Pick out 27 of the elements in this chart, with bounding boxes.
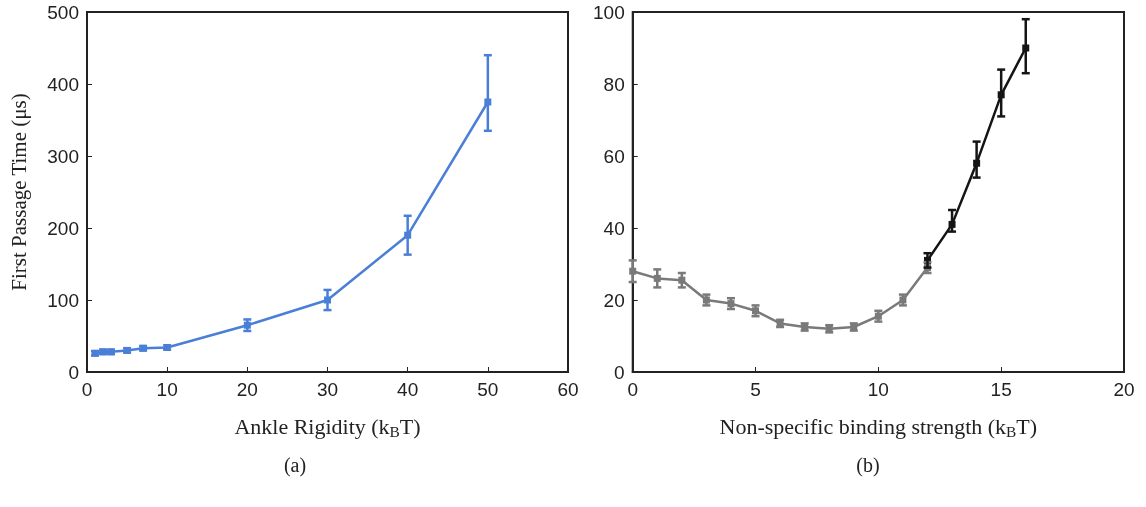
y-tick-label: 100 <box>593 1 625 23</box>
y-tick-label: 60 <box>603 145 625 167</box>
y-tick-label: 0 <box>614 361 625 383</box>
y-tick-label: 400 <box>47 73 79 95</box>
text: (a) <box>283 454 307 477</box>
y-tick-label: 200 <box>47 217 79 239</box>
x-tick-label: 10 <box>867 379 889 400</box>
y-tick-label: 80 <box>603 73 625 95</box>
x-tick-label: 20 <box>236 379 258 400</box>
text: (b) <box>856 454 880 477</box>
y-tick-label: 0 <box>68 361 79 383</box>
x-tick-label: 50 <box>477 379 499 400</box>
x-tick-label: 40 <box>397 379 419 400</box>
x-tick-label: 20 <box>1113 379 1135 400</box>
y-tick-label: 300 <box>47 145 79 167</box>
x-tick-label: 10 <box>156 379 178 400</box>
x-tick-label: 30 <box>316 379 339 400</box>
x-tick-label: 0 <box>627 379 638 400</box>
y-axis-title: First Passage Time (μs) <box>6 93 31 291</box>
x-tick-label: 15 <box>990 379 1012 400</box>
x-tick-label: 60 <box>557 379 579 400</box>
y-tick-label: 100 <box>47 289 79 311</box>
y-tick-label: 40 <box>603 217 625 239</box>
y-tick-label: 500 <box>47 1 79 23</box>
x-tick-label: 5 <box>750 379 761 400</box>
x-tick-label: 0 <box>81 379 93 400</box>
y-tick-label: 20 <box>603 289 625 311</box>
